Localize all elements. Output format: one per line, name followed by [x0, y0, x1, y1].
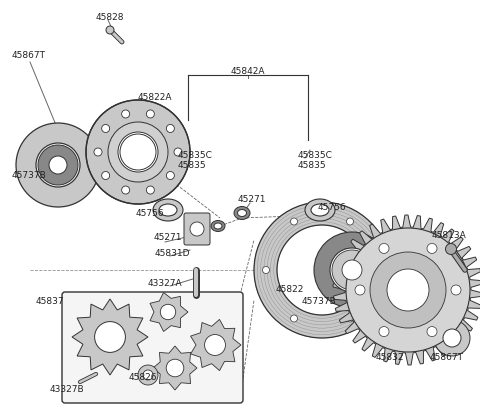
Polygon shape — [153, 346, 197, 390]
Text: 45837: 45837 — [36, 298, 65, 306]
Text: 45271: 45271 — [238, 196, 266, 204]
Circle shape — [108, 122, 168, 182]
Circle shape — [290, 218, 298, 225]
Circle shape — [330, 248, 374, 292]
Text: 45828: 45828 — [96, 13, 124, 23]
Circle shape — [332, 250, 372, 290]
Circle shape — [120, 134, 156, 170]
Text: 45867T: 45867T — [12, 51, 46, 59]
Polygon shape — [333, 215, 480, 365]
Circle shape — [379, 326, 389, 336]
Circle shape — [342, 260, 362, 280]
Text: 45826: 45826 — [129, 374, 157, 382]
Circle shape — [387, 269, 429, 311]
Circle shape — [388, 270, 428, 310]
Circle shape — [16, 123, 100, 207]
Circle shape — [174, 148, 182, 156]
Text: 43327B: 43327B — [50, 385, 84, 395]
Ellipse shape — [305, 199, 335, 221]
Circle shape — [347, 315, 353, 322]
Circle shape — [355, 285, 365, 295]
Text: 45831D: 45831D — [154, 248, 190, 257]
Ellipse shape — [211, 221, 225, 232]
Text: 45835C: 45835C — [178, 150, 213, 160]
Text: 45822: 45822 — [276, 285, 304, 295]
Circle shape — [143, 370, 153, 380]
Text: 45842A: 45842A — [231, 67, 265, 76]
Text: 45835C: 45835C — [298, 150, 333, 160]
Circle shape — [167, 171, 174, 179]
Circle shape — [49, 156, 67, 174]
Circle shape — [146, 110, 155, 118]
Ellipse shape — [234, 206, 250, 219]
Circle shape — [427, 243, 437, 253]
Circle shape — [118, 132, 158, 172]
Circle shape — [102, 171, 109, 179]
Text: 45737B: 45737B — [302, 298, 337, 306]
FancyBboxPatch shape — [184, 213, 210, 245]
Circle shape — [427, 326, 437, 336]
Circle shape — [38, 145, 78, 185]
Circle shape — [445, 244, 456, 255]
Circle shape — [434, 320, 470, 356]
Ellipse shape — [311, 204, 329, 216]
Text: 45867T: 45867T — [430, 354, 464, 362]
Circle shape — [314, 232, 390, 308]
Polygon shape — [191, 319, 241, 371]
Text: 45813A: 45813A — [432, 230, 467, 240]
Circle shape — [106, 26, 114, 34]
Circle shape — [160, 304, 176, 320]
Text: 45832: 45832 — [376, 354, 404, 362]
Circle shape — [346, 228, 470, 352]
Circle shape — [263, 267, 269, 273]
Circle shape — [121, 110, 130, 118]
Polygon shape — [72, 299, 148, 375]
Circle shape — [443, 329, 461, 347]
Text: 45756: 45756 — [136, 209, 164, 217]
Circle shape — [370, 252, 446, 328]
Circle shape — [146, 186, 155, 194]
Circle shape — [254, 202, 390, 338]
Circle shape — [347, 218, 353, 225]
Circle shape — [86, 100, 190, 204]
Ellipse shape — [238, 209, 247, 217]
Ellipse shape — [159, 204, 177, 216]
Circle shape — [167, 125, 174, 133]
FancyBboxPatch shape — [62, 292, 243, 403]
Circle shape — [190, 222, 204, 236]
Ellipse shape — [214, 223, 222, 229]
Circle shape — [277, 225, 367, 315]
Circle shape — [102, 125, 109, 133]
Text: 45822A: 45822A — [138, 94, 172, 102]
Text: 45835: 45835 — [298, 161, 326, 170]
Circle shape — [121, 186, 130, 194]
Polygon shape — [150, 293, 188, 331]
Circle shape — [374, 267, 382, 273]
Text: 45737B: 45737B — [12, 171, 47, 179]
Circle shape — [94, 148, 102, 156]
Circle shape — [95, 321, 125, 352]
Circle shape — [36, 143, 80, 187]
Circle shape — [138, 365, 158, 385]
Text: 45756: 45756 — [318, 204, 347, 212]
Circle shape — [290, 315, 298, 322]
Text: 45271: 45271 — [154, 234, 182, 242]
Ellipse shape — [153, 199, 183, 221]
Circle shape — [388, 270, 428, 310]
Text: 45835: 45835 — [178, 161, 206, 170]
Circle shape — [451, 285, 461, 295]
Circle shape — [166, 359, 184, 377]
Text: 43327A: 43327A — [148, 278, 182, 288]
Circle shape — [204, 334, 226, 355]
Circle shape — [379, 243, 389, 253]
